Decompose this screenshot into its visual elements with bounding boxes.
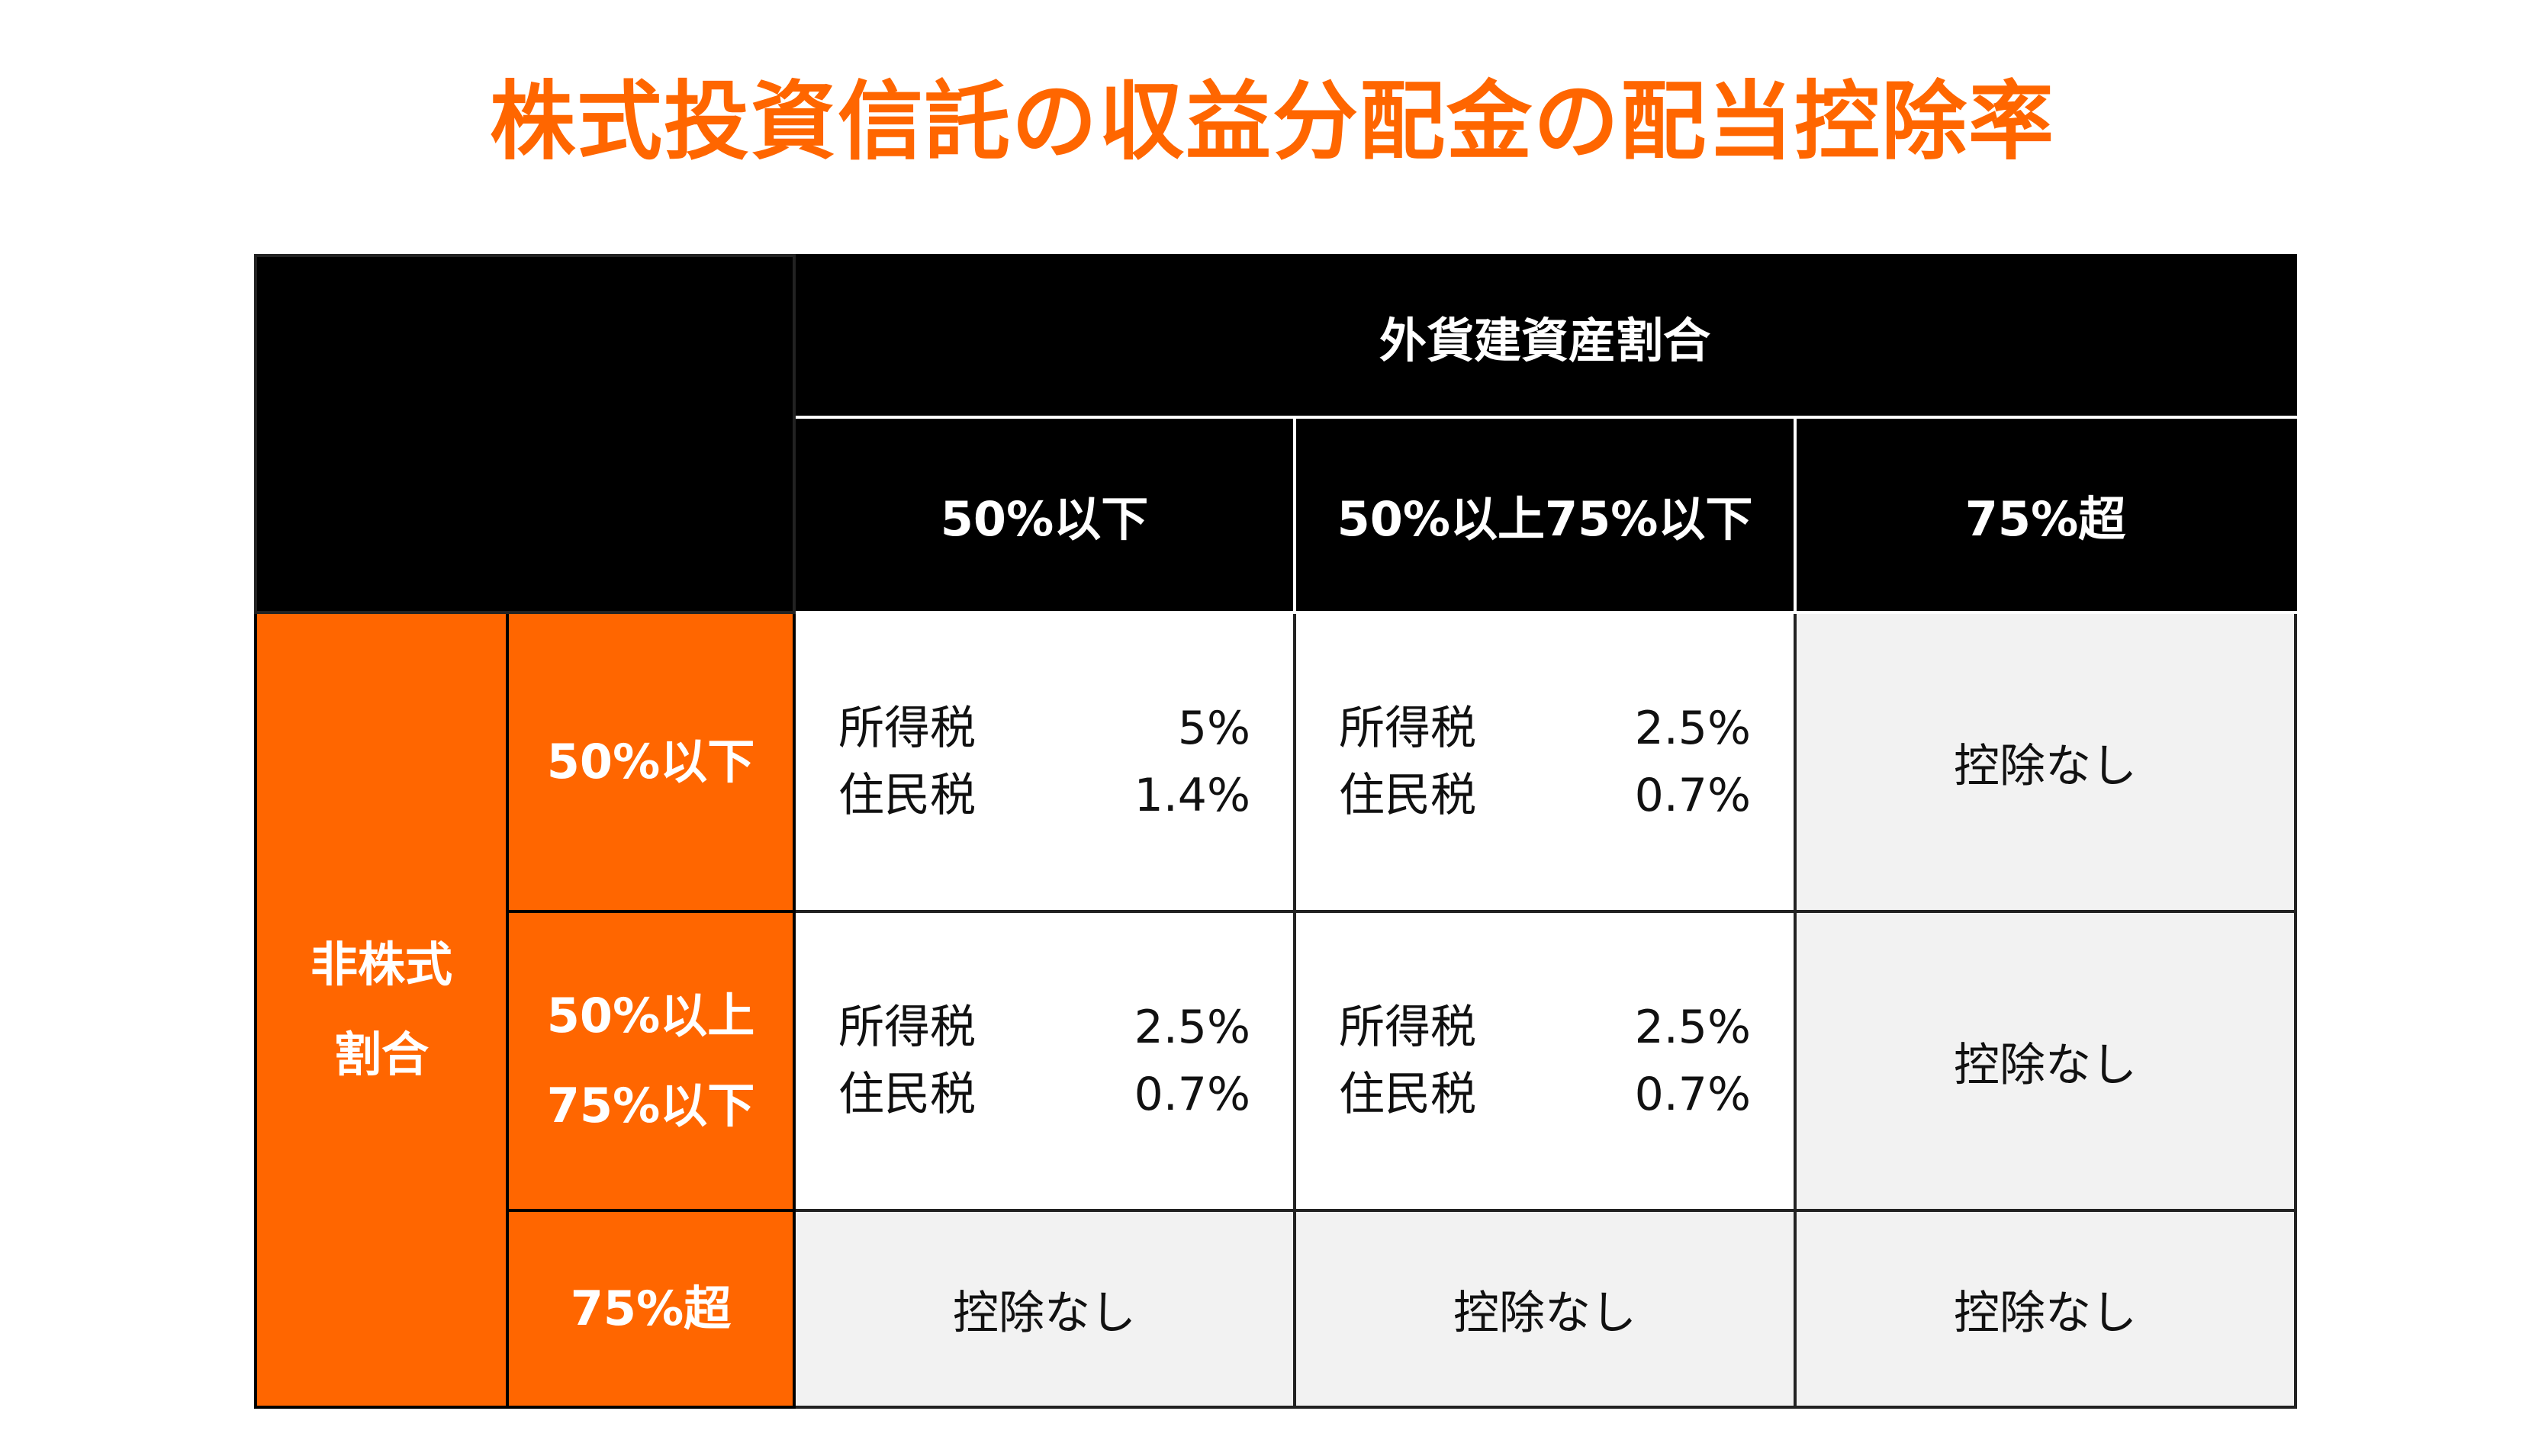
row-header-2: 50%以上 75%以下 <box>506 910 796 1212</box>
cell-value: 2.5% <box>1634 702 1751 755</box>
cell-value: 0.7% <box>1134 1068 1250 1121</box>
page-title: 株式投資信託の収益分配金の配当控除率 <box>490 72 2055 172</box>
col-group-header: 外貨建資産割合 <box>793 254 2297 419</box>
cell-r3-c3: 控除なし <box>1794 1209 2297 1409</box>
no-deduction-text: 控除なし <box>1954 739 2137 793</box>
row-header-3: 75%超 <box>506 1209 796 1409</box>
cell-value: 2.5% <box>1634 1001 1751 1054</box>
cell-r2-c2: 所得税 2.5% 住民税 0.7% <box>1293 910 1797 1212</box>
row-header-2-line1: 50%以上 <box>546 988 755 1043</box>
cell-label: 住民税 <box>1339 769 1476 822</box>
cell-label: 所得税 <box>838 1001 976 1054</box>
cell-label: 住民税 <box>838 769 976 822</box>
row-group-label-line2: 割合 <box>333 1027 429 1082</box>
cell-r3-c1: 控除なし <box>793 1209 1296 1409</box>
cell-label: 住民税 <box>1339 1068 1476 1121</box>
cell-r2-c1: 所得税 2.5% 住民税 0.7% <box>793 910 1296 1212</box>
col-header-1: 50%以下 <box>793 416 1296 614</box>
cell-value: 5% <box>1177 702 1250 755</box>
row-group-header: 非株式 割合 <box>254 611 509 1409</box>
cell-r1-c1: 所得税 5% 住民税 1.4% <box>793 611 1296 913</box>
cell-r3-c2: 控除なし <box>1293 1209 1797 1409</box>
no-deduction-text: 控除なし <box>1954 1038 2137 1092</box>
row-header-1-line1: 50%以下 <box>546 734 755 789</box>
cell-r1-c2: 所得税 2.5% 住民税 0.7% <box>1293 611 1797 913</box>
deduction-rate-table: 外貨建資産割合 50%以下 50%以上75%以下 75%超 非株式 割合 50%… <box>254 254 2297 1409</box>
row-header-2-line2: 75%以下 <box>546 1078 755 1133</box>
row-header-3-line1: 75%超 <box>570 1281 732 1336</box>
row-group-label-line1: 非株式 <box>310 937 452 992</box>
cell-value: 0.7% <box>1634 1068 1751 1121</box>
cell-label: 所得税 <box>838 702 976 755</box>
col-header-3: 75%超 <box>1794 416 2297 614</box>
col-header-2: 50%以上75%以下 <box>1293 416 1797 614</box>
row-header-1: 50%以下 <box>506 611 796 913</box>
cell-r1-c3: 控除なし <box>1794 611 2297 913</box>
table-corner <box>254 254 796 614</box>
cell-value: 1.4% <box>1134 769 1250 822</box>
cell-label: 所得税 <box>1339 1001 1476 1054</box>
no-deduction-text: 控除なし <box>1954 1286 2137 1340</box>
cell-label: 住民税 <box>838 1068 976 1121</box>
cell-label: 所得税 <box>1339 702 1476 755</box>
cell-value: 0.7% <box>1634 769 1751 822</box>
cell-value: 2.5% <box>1134 1001 1250 1054</box>
no-deduction-text: 控除なし <box>953 1286 1136 1340</box>
no-deduction-text: 控除なし <box>1453 1286 1636 1340</box>
cell-r2-c3: 控除なし <box>1794 910 2297 1212</box>
